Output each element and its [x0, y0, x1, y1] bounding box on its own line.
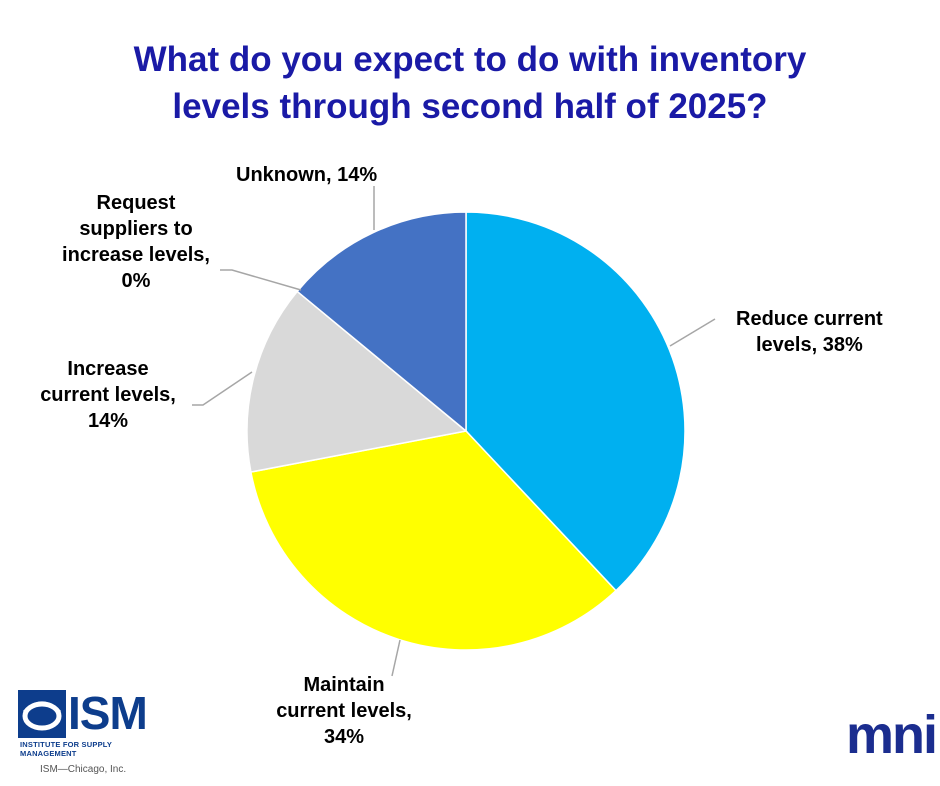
label-maintain-line-1: Maintain — [303, 674, 385, 696]
leader-line-reduce-current-levels — [669, 318, 716, 347]
ism-globe-icon — [18, 690, 66, 738]
label-reduce-line-2: levels, 38% — [755, 334, 863, 356]
mni-logo: mni — [846, 705, 938, 765]
label-maintain-line-2: current levels, — [276, 700, 412, 722]
label-increase-line-1: Increase — [67, 358, 149, 380]
pie-slice-maintain-current-levels — [250, 430, 617, 651]
chart-title-line-2: levels through second half of 2025? — [172, 87, 768, 126]
chart-title-line-1: What do you expect to do with inventory — [133, 40, 807, 79]
label-unknown: Unknown, 14% — [236, 162, 377, 188]
pie-slice-increase-current-levels — [246, 290, 468, 473]
leader-line-request-suppliers-to-increase-levels — [220, 269, 302, 291]
pie-slice-reduce-current-levels — [465, 211, 686, 592]
chart-title: What do you expect to do with inventory … — [0, 36, 940, 130]
leader-lines — [192, 186, 716, 677]
label-request-line-3: increase levels, — [62, 244, 210, 266]
leader-line-maintain-current-levels — [391, 639, 401, 677]
ism-logo-subtitle: INSTITUTE FOR SUPPLY MANAGEMENT — [20, 740, 112, 758]
label-increase-line-3: 14% — [87, 410, 129, 432]
label-request-line-2: suppliers to — [79, 218, 193, 240]
label-request: Request suppliers to increase levels, 0% — [46, 190, 226, 294]
ism-chicago-text: ISM—Chicago, Inc. — [40, 764, 127, 775]
leader-line-increase-current-levels — [192, 371, 253, 406]
label-request-line-4: 0% — [121, 270, 151, 292]
label-request-line-1: Request — [96, 192, 176, 214]
ism-logo-text: ISM — [68, 687, 148, 739]
label-maintain: Maintain current levels, 34% — [254, 672, 434, 750]
pie-slices — [246, 211, 686, 651]
label-reduce: Reduce current levels, 38% — [736, 306, 883, 358]
label-reduce-line-1: Reduce current — [736, 308, 883, 330]
label-increase: Increase current levels, 14% — [18, 356, 198, 434]
label-unknown-line-1: Unknown, 14% — [236, 164, 378, 186]
label-increase-line-2: current levels, — [40, 384, 176, 406]
pie-slice-unknown — [296, 211, 467, 433]
ism-logo: ISM INSTITUTE FOR SUPPLY MANAGEMENT ISM—… — [18, 687, 168, 786]
label-maintain-line-3: 34% — [323, 726, 365, 748]
